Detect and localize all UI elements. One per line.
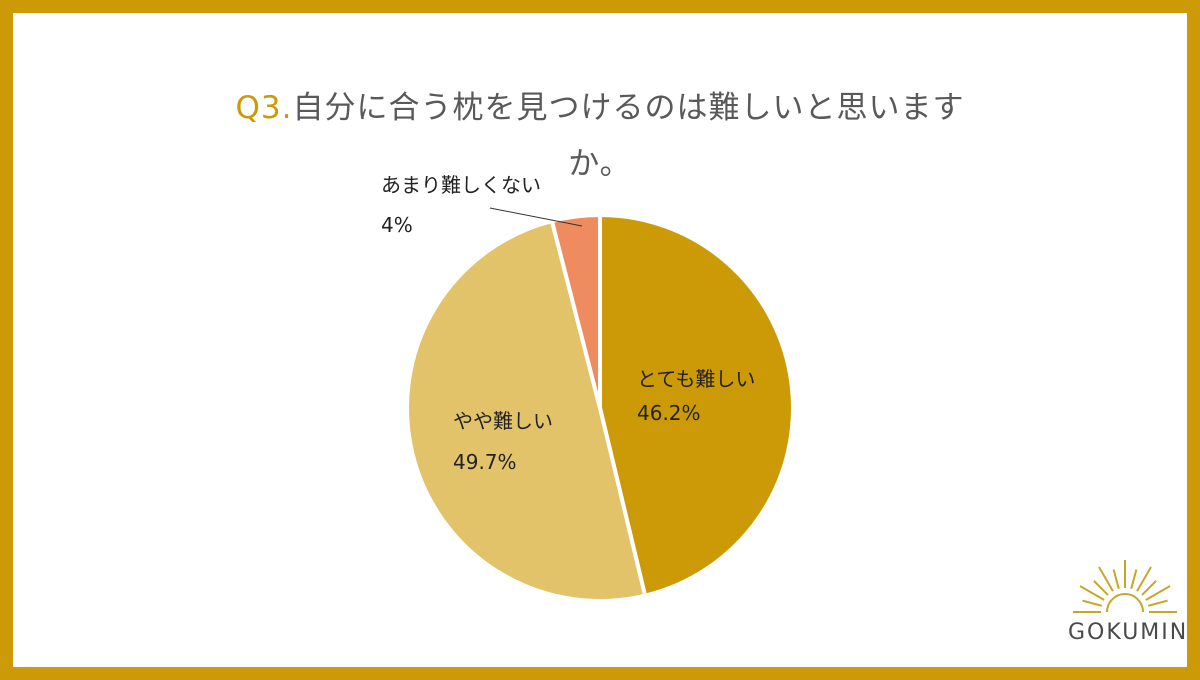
- slice-label-somewhat-difficult: やや難しい: [453, 409, 553, 433]
- leader-line-small-slice: [489, 207, 583, 227]
- title-line-2: か。: [568, 146, 632, 182]
- logo-ray: [1145, 585, 1171, 601]
- logo-ray: [1079, 585, 1105, 601]
- chart-title: Q3.自分に合う枕を見つけるのは難しいと思います か。: [150, 80, 1050, 192]
- logo-ray: [1141, 580, 1157, 596]
- slice-label-not-difficult: あまり難しくない: [381, 173, 541, 197]
- slice-value-very-difficult: 46.2%: [637, 401, 701, 425]
- slice-value-somewhat-difficult: 49.7%: [453, 450, 517, 474]
- logo-sun-arc: [1106, 593, 1144, 613]
- gokumin-logo-icon: [1073, 560, 1177, 613]
- logo-ray: [1130, 569, 1138, 590]
- title-prefix: Q3.: [235, 90, 293, 126]
- slice-label-very-difficult: とても難しい: [637, 367, 755, 391]
- logo-ray: [1112, 569, 1120, 590]
- title-line-1: 自分に合う枕を見つけるのは難しいと思います: [292, 90, 965, 126]
- logo-ray: [1093, 580, 1109, 596]
- logo-ray: [1098, 566, 1114, 592]
- logo-ray: [1082, 599, 1103, 607]
- logo-ray: [1147, 599, 1168, 607]
- logo-ray: [1136, 566, 1152, 592]
- brand-name: GOKUMIN: [1068, 620, 1189, 645]
- slice-value-not-difficult: 4%: [381, 213, 413, 237]
- slice-very-difficult: [598, 213, 795, 598]
- slice-somewhat-difficult: [405, 219, 648, 603]
- slice-not-difficult: [549, 213, 602, 410]
